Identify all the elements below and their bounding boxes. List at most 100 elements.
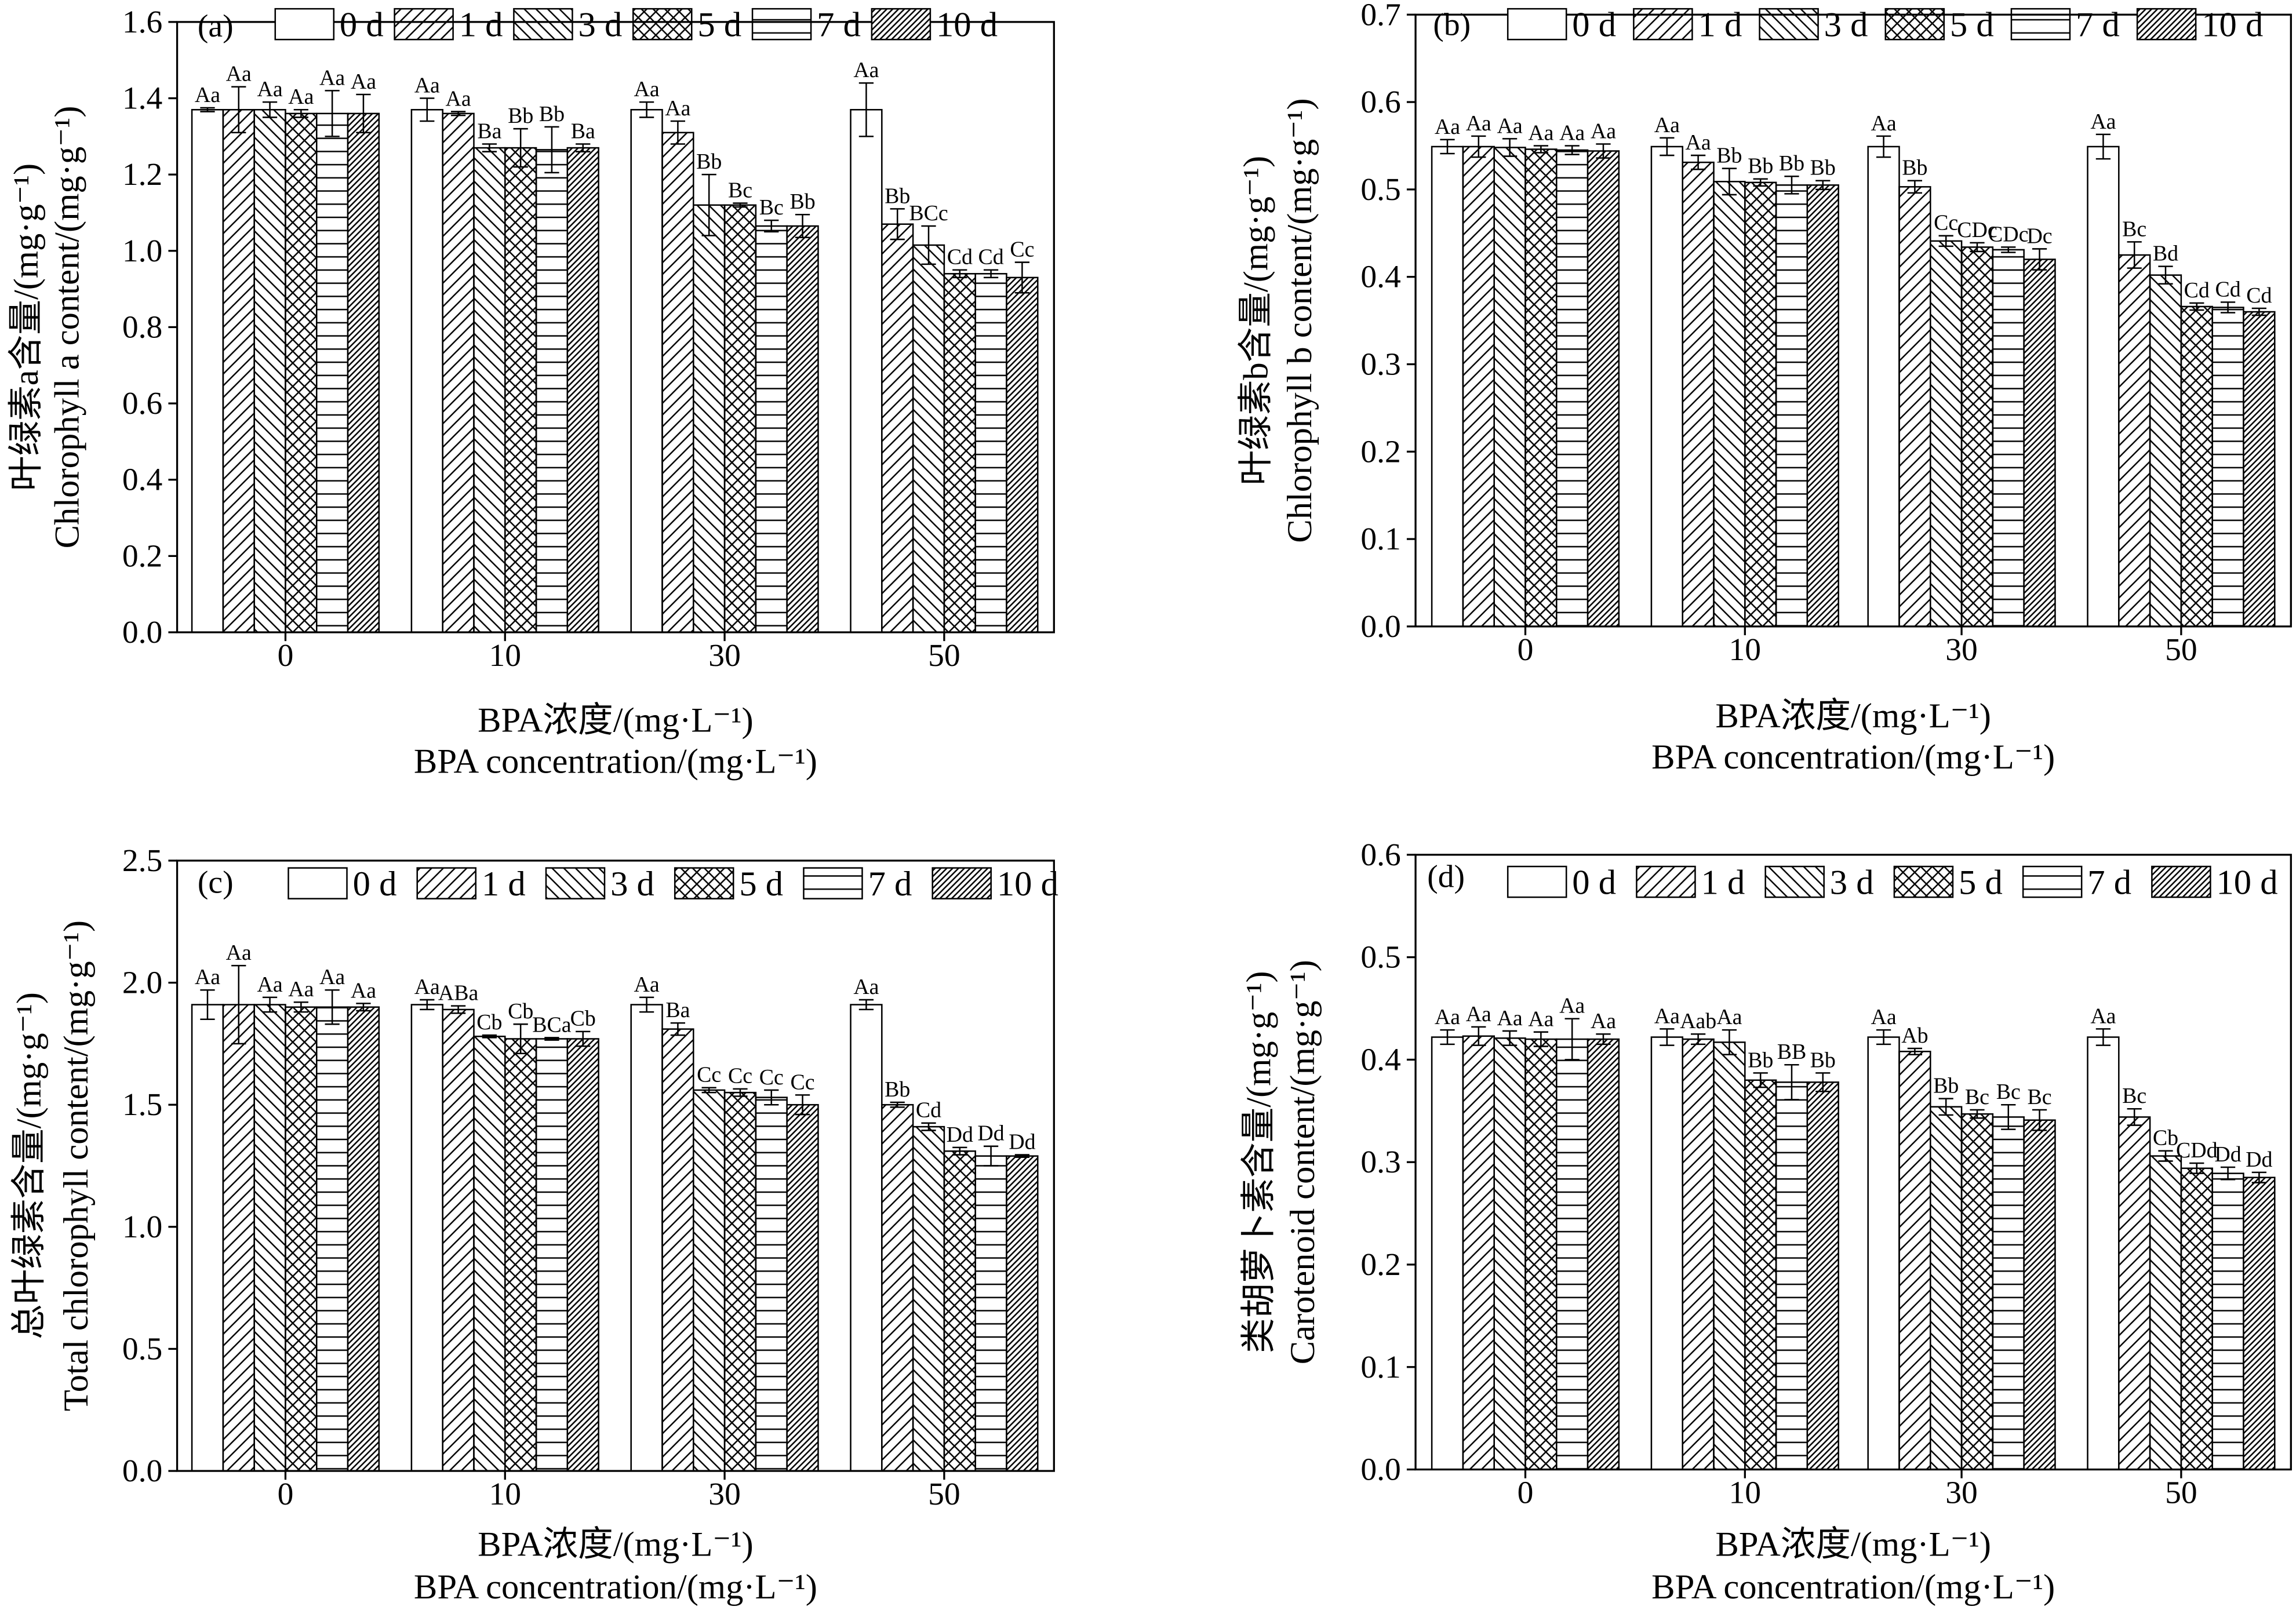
legend-swatch [1507, 8, 1567, 41]
error-bar [983, 1145, 999, 1167]
data-label: Cc [791, 1070, 815, 1094]
error-bar [576, 143, 591, 152]
data-label: BB [1777, 1040, 1807, 1064]
bar [693, 1089, 726, 1472]
error-bar [1440, 1029, 1455, 1046]
error-bar [2220, 301, 2236, 314]
x-tick-label: 30 [708, 1476, 741, 1512]
legend-swatch [1636, 865, 1696, 898]
y-tick-label: 0.5 [122, 1331, 162, 1367]
data-label: BCa [532, 1012, 572, 1037]
y-tick-label: 0.4 [122, 462, 162, 498]
data-label: Bc [1965, 1085, 1989, 1109]
legend-label: 1 d [459, 5, 503, 44]
data-label: Bc [759, 195, 784, 220]
bar [2087, 1036, 2120, 1470]
error-bar [2220, 1166, 2236, 1181]
data-label: Cc [697, 1063, 721, 1087]
error-bar [293, 1001, 308, 1013]
data-label: Dd [947, 1123, 973, 1147]
bar [1992, 1116, 2025, 1470]
data-label: Aa [351, 978, 376, 1003]
bar [1431, 145, 1464, 628]
error-bar [231, 86, 246, 134]
bar [1960, 246, 1994, 628]
legend-swatch [1764, 865, 1825, 898]
error-bar [200, 989, 215, 1021]
data-label: Aa [1528, 121, 1553, 145]
data-label: Aa [319, 965, 345, 989]
error-bar [670, 120, 686, 145]
chart-panel: Aa Aa Aa AaAaAaBbBcAaBbCcBdAaBbCDcCdAaBbCDc… [1236, 0, 2292, 777]
data-label: Dc [2026, 224, 2052, 248]
legend-swatch [274, 8, 335, 41]
error-bar [701, 1087, 716, 1094]
data-label: Cd [2246, 283, 2272, 308]
data-label: Aa [1435, 115, 1460, 139]
bar [222, 109, 255, 633]
data-label: Bc [2122, 217, 2146, 241]
bar [253, 1004, 286, 1472]
legend-swatch [394, 8, 454, 41]
bar [912, 1125, 945, 1472]
data-label: Aa [2090, 1004, 2116, 1028]
error-bar [921, 1122, 936, 1131]
data-label: Aa [257, 972, 282, 997]
data-label: Cc [1934, 211, 1958, 235]
legend-swatch [674, 867, 734, 899]
x-tick-label: 50 [928, 638, 960, 673]
legend-label: 5 d [697, 5, 741, 44]
y-tick-label: 0.3 [1360, 346, 1400, 382]
bar [1006, 1155, 1039, 1472]
data-label: Aa [1466, 1002, 1491, 1026]
data-label: Aa [319, 65, 345, 90]
data-label: Bb [508, 104, 533, 128]
data-label: Cc [1010, 237, 1034, 261]
legend-label: 0 d [1572, 863, 1616, 902]
data-label: Aa [1435, 1005, 1460, 1029]
bar [1744, 181, 1777, 628]
bar [222, 1004, 255, 1472]
legend: 0 d 1 d 3 d 5 d 7 d 10 d [1507, 863, 2278, 902]
bar [1431, 1036, 1464, 1470]
error-bar [325, 90, 340, 137]
error-bar [1722, 167, 1737, 196]
legend-swatch [2022, 865, 2083, 898]
bar [2180, 305, 2213, 628]
error-bar [544, 1037, 559, 1041]
legend: 0 d 1 d 3 d 5 d 7 d 10 d [1507, 5, 2263, 44]
bar [1992, 249, 2025, 628]
y-tick-label: 0.5 [1360, 939, 1400, 975]
bar [786, 1103, 819, 1472]
x-axis-label: BPA concentration/(mg·L⁻¹) [1651, 1568, 2055, 1607]
bar [1682, 1038, 1715, 1470]
x-tick-label: 0 [278, 1476, 294, 1512]
data-label: Aa [1559, 121, 1585, 145]
bar [504, 1038, 537, 1472]
error-bar [2032, 248, 2047, 271]
error-bar [1502, 138, 1518, 157]
error-bar [1471, 1026, 1486, 1046]
legend-label: 3 d [1830, 863, 1874, 902]
y-tick-label: 0.6 [1360, 84, 1400, 120]
error-bar [325, 989, 340, 1025]
error-bar [2127, 1108, 2142, 1126]
error-bar [2001, 1103, 2016, 1130]
error-bar [1502, 1030, 1518, 1046]
data-label: ABa [438, 981, 479, 1006]
x-tick-label: 30 [1945, 1475, 1978, 1511]
bar [1493, 147, 1526, 628]
bar [1775, 184, 1809, 628]
y-axis-label: 总叶绿素含量/(mg·g⁻¹) [10, 992, 49, 1339]
data-label: Aa [257, 77, 282, 101]
error-bar [2251, 307, 2266, 316]
error-bar [795, 214, 810, 239]
error-bar [293, 109, 308, 118]
y-tick-label: 0.0 [122, 614, 162, 650]
legend: 0 d 1 d 3 d 5 d 7 d 10 d [274, 5, 998, 44]
bar [347, 1006, 380, 1472]
data-label: Aa [414, 975, 440, 999]
